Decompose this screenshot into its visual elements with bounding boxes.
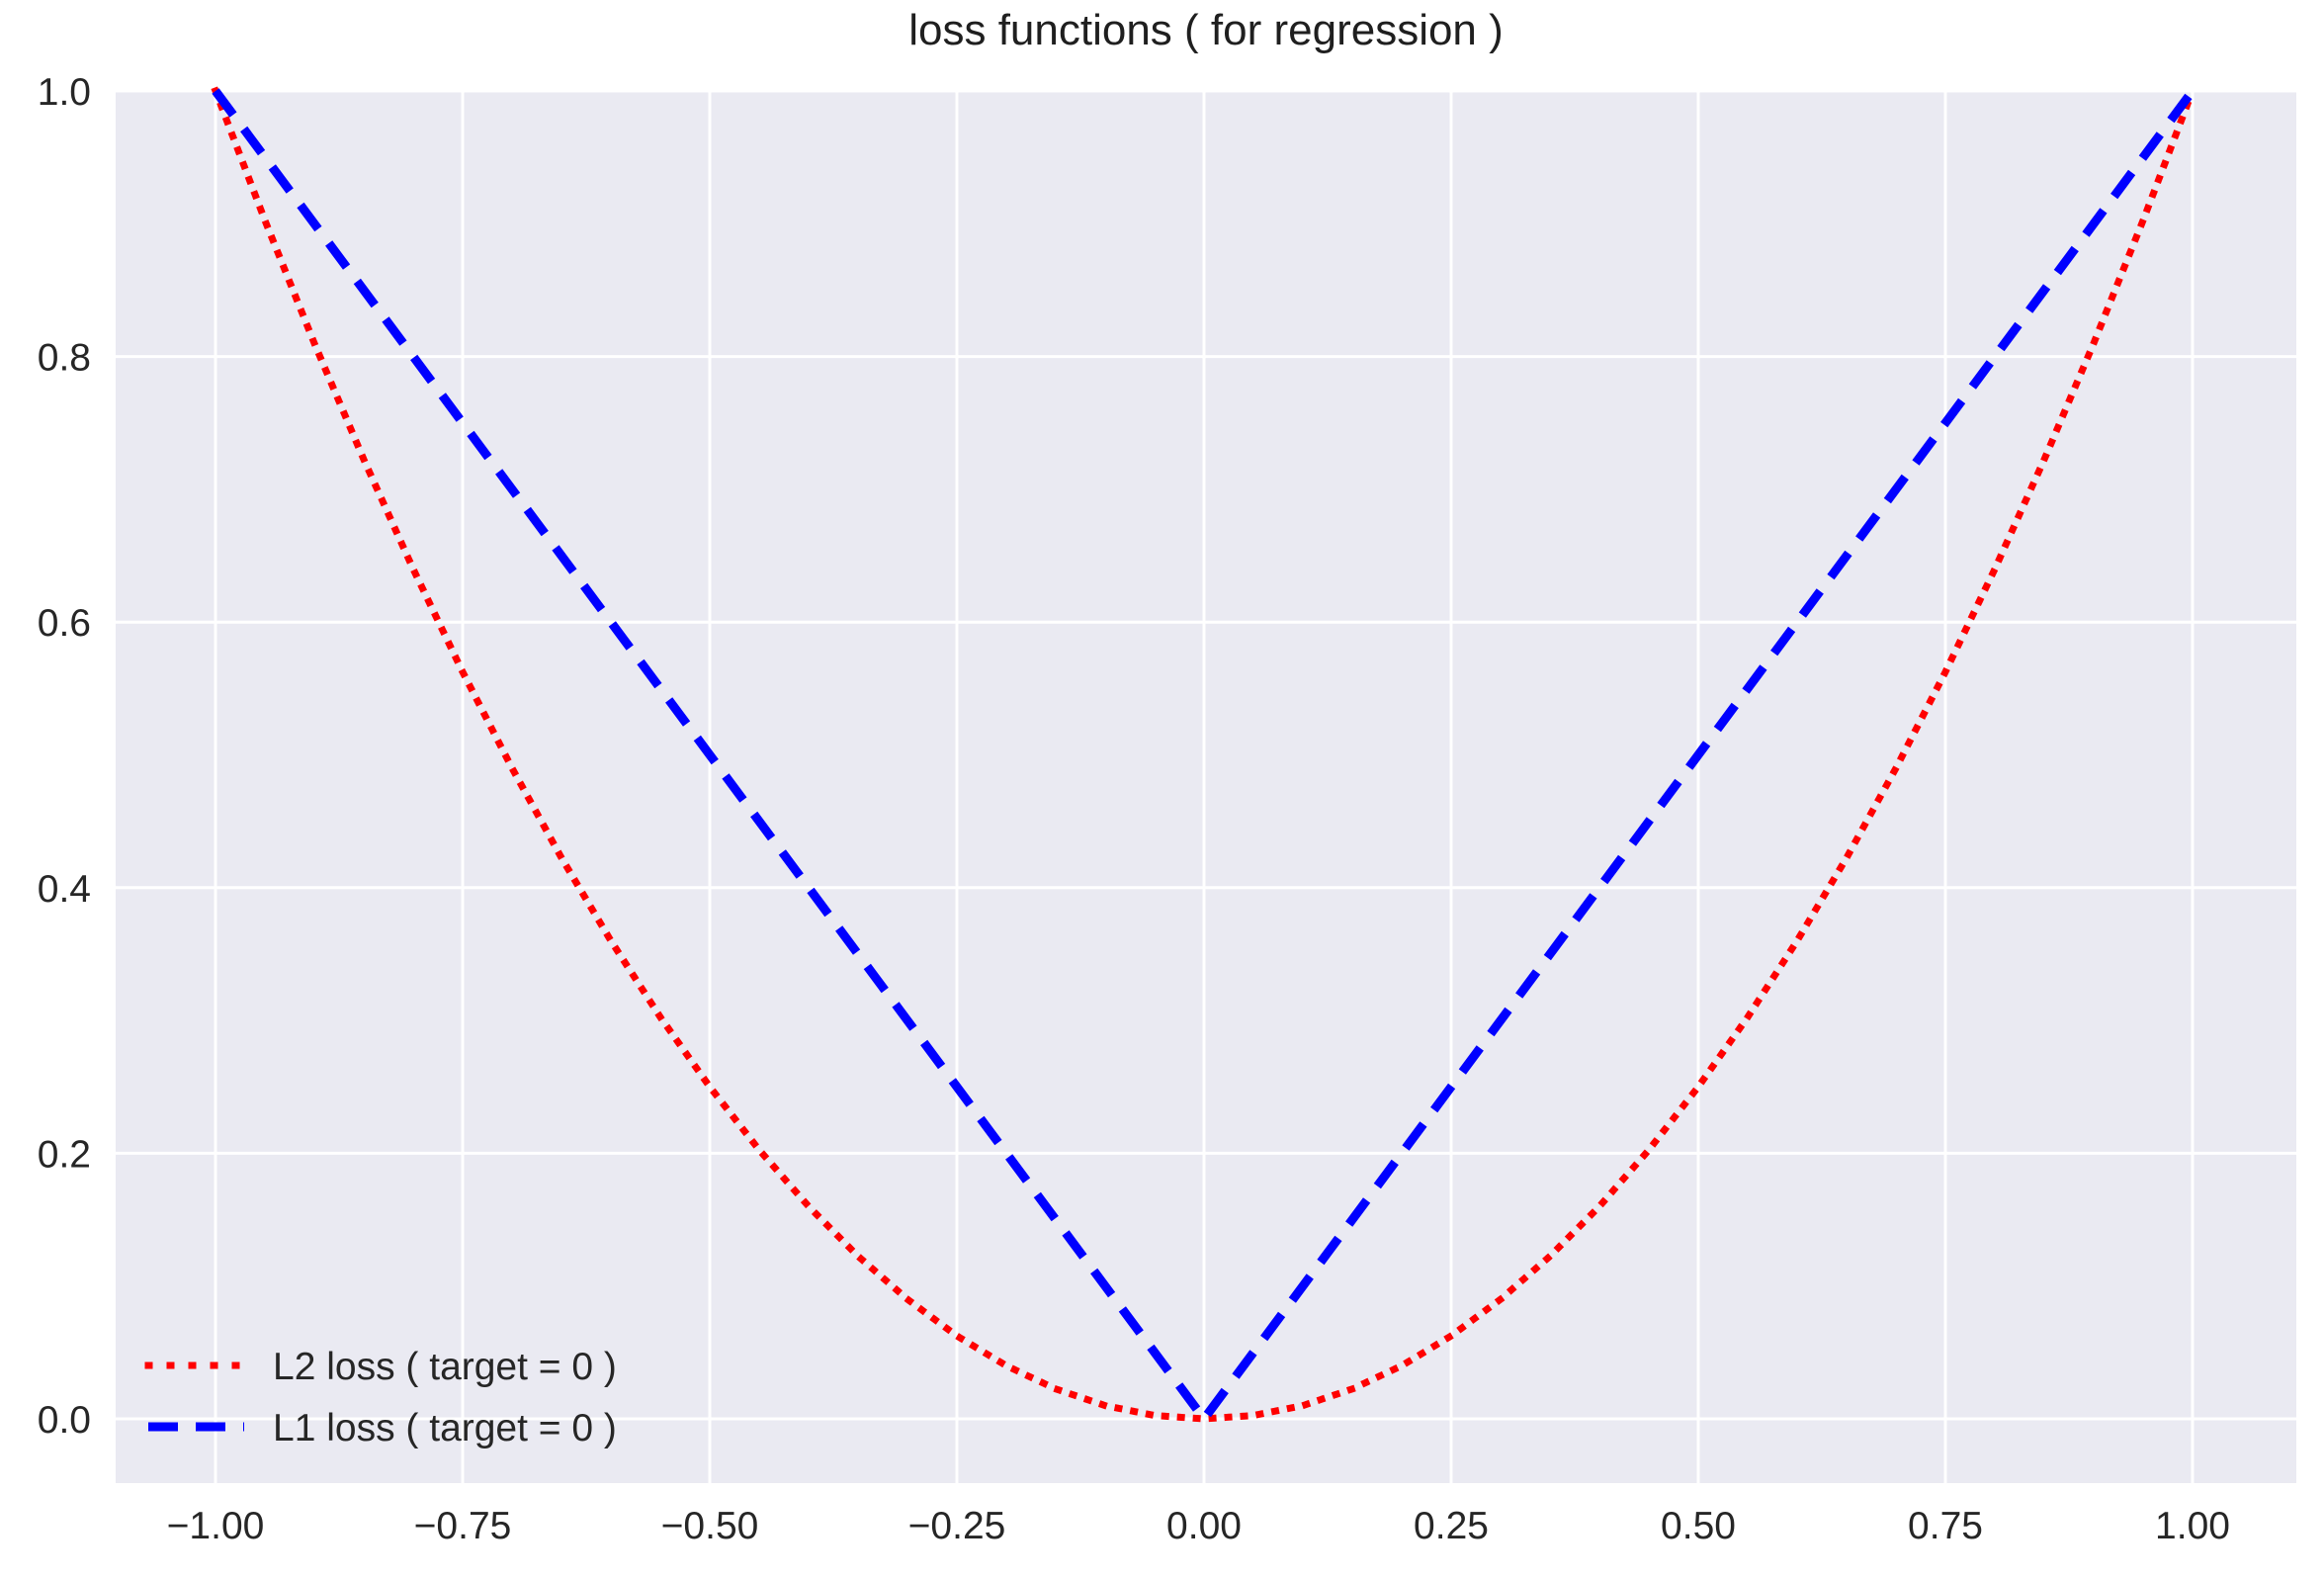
x-tick-label: 0.75 bbox=[1908, 1505, 1983, 1547]
y-axis-tick-labels: 0.0 0.2 0.4 0.6 0.8 1.0 bbox=[38, 71, 91, 1442]
y-tick-label: 0.4 bbox=[38, 868, 91, 911]
x-tick-label: −0.50 bbox=[661, 1505, 759, 1547]
x-tick-label: 0.25 bbox=[1414, 1505, 1489, 1547]
series-line-l2-loss bbox=[211, 86, 2197, 1423]
series-line-l1-loss bbox=[212, 88, 2196, 1424]
x-tick-label: −1.00 bbox=[167, 1505, 265, 1547]
x-tick-label: 0.50 bbox=[1661, 1505, 1736, 1547]
x-tick-label: 0.00 bbox=[1166, 1505, 1242, 1547]
y-tick-label: 0.0 bbox=[38, 1399, 91, 1442]
gridlines bbox=[116, 89, 2296, 1483]
y-tick-label: 0.6 bbox=[38, 602, 91, 645]
legend-label-l1-loss: L1 loss ( target = 0 ) bbox=[273, 1407, 617, 1449]
series-group bbox=[211, 86, 2197, 1424]
x-tick-label: −0.25 bbox=[908, 1505, 1006, 1547]
legend-label-l2-loss: L2 loss ( target = 0 ) bbox=[273, 1346, 617, 1388]
chart-title: loss functions ( for regression ) bbox=[908, 6, 1504, 54]
legend-item-l1-loss: L1 loss ( target = 0 ) bbox=[148, 1407, 617, 1449]
plot-background bbox=[116, 91, 2296, 1483]
x-tick-label: 1.00 bbox=[2155, 1505, 2230, 1547]
legend: L2 loss ( target = 0 ) L1 loss ( target … bbox=[144, 1346, 617, 1449]
x-axis-tick-labels: −1.00 −0.75 −0.50 −0.25 0.00 0.25 0.50 0.75 1.00 bbox=[167, 1505, 2230, 1547]
y-tick-label: 0.8 bbox=[38, 337, 91, 380]
legend-item-l2-loss: L2 loss ( target = 0 ) bbox=[144, 1346, 617, 1388]
y-tick-label: 1.0 bbox=[38, 71, 91, 114]
y-tick-label: 0.2 bbox=[38, 1133, 91, 1176]
x-tick-label: −0.75 bbox=[414, 1505, 512, 1547]
